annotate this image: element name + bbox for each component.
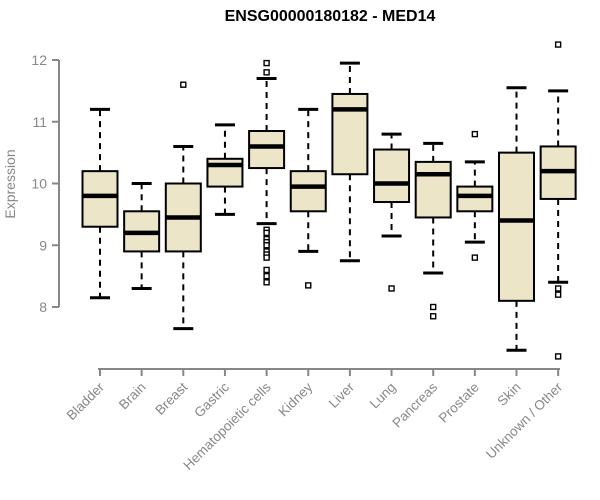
outlier-point: [388, 285, 395, 292]
outlier-point: [263, 254, 270, 261]
x-category-label: Prostate: [436, 380, 482, 426]
outlier-point: [554, 353, 562, 360]
outlier-point: [554, 41, 562, 48]
boxplot-gastric: [206, 123, 244, 216]
outlier-point: [263, 69, 270, 76]
y-axis-label: Expression: [2, 149, 18, 218]
iqr-box: [331, 92, 369, 176]
outlier-point: [263, 272, 270, 280]
boxplot-liver: [331, 61, 369, 263]
iqr-box: [289, 170, 327, 213]
outlier-point: [430, 303, 437, 311]
outlier-point: [263, 229, 270, 237]
x-category-label: Breast: [152, 379, 190, 417]
iqr-box: [81, 170, 119, 228]
x-category-label: Pancreas: [389, 379, 440, 430]
boxplot-prostate: [456, 130, 494, 261]
iqr-box: [373, 148, 411, 204]
boxes-layer: [81, 41, 577, 360]
boxplot-breast: [164, 81, 202, 331]
iqr-box: [248, 130, 286, 170]
iqr-box: [414, 160, 452, 219]
outlier-point: [554, 285, 562, 292]
boxplot-brain: [123, 182, 161, 290]
boxplot-lung: [373, 132, 411, 292]
outlier-point: [471, 130, 479, 138]
outlier-point: [305, 282, 312, 289]
outlier-point: [471, 254, 479, 261]
boxplot-hematopoietic-cells: [248, 59, 286, 286]
x-category-label: Kidney: [276, 379, 316, 419]
x-category-label: Unknown / Other: [483, 379, 566, 462]
iqr-box: [456, 185, 494, 213]
x-category-label: Brain: [116, 380, 149, 413]
boxplot-skin: [498, 86, 535, 352]
y-tick-label: 8: [39, 299, 47, 315]
y-tick-label: 12: [31, 52, 47, 68]
y-tick-label: 10: [31, 176, 47, 192]
outlier-point: [263, 266, 270, 274]
iqr-box: [498, 151, 535, 302]
boxplot-kidney: [289, 107, 327, 289]
outlier-point: [180, 81, 187, 88]
outlier-point: [263, 242, 270, 249]
x-category-label: Gastric: [191, 379, 232, 420]
boxplot-unknown-other: [539, 41, 577, 360]
outlier-point: [430, 313, 437, 320]
boxplot-pancreas: [414, 141, 452, 320]
y-tick-label: 11: [32, 114, 47, 130]
y-tick-label: 9: [39, 237, 47, 253]
x-category-label: Liver: [326, 379, 358, 411]
outlier-point: [263, 279, 270, 286]
x-category-label: Lung: [367, 380, 399, 412]
outlier-point: [554, 291, 562, 298]
chart-title: ENSG00000180182 - MED14: [225, 8, 436, 25]
x-category-label: Bladder: [64, 379, 108, 423]
x-category-label: Skin: [494, 380, 523, 409]
boxplot-bladder: [81, 107, 119, 300]
outlier-point: [263, 59, 270, 67]
